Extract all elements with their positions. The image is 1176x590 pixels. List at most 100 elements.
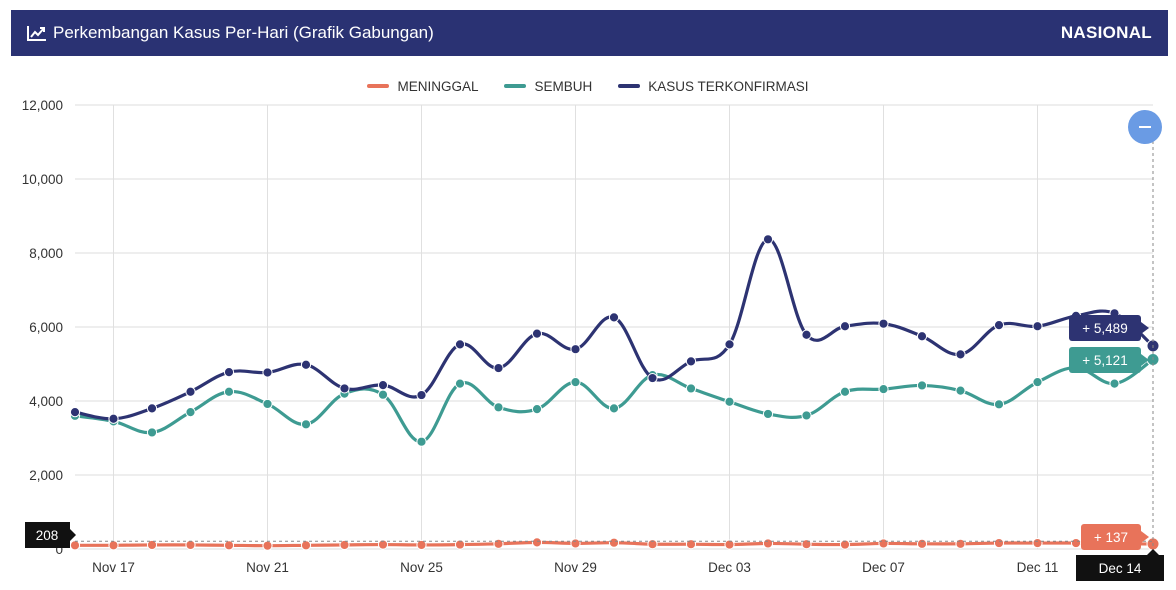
data-point[interactable] bbox=[377, 539, 389, 550]
data-point[interactable] bbox=[531, 328, 543, 339]
x-tick-label: Dec 07 bbox=[862, 560, 905, 575]
data-point[interactable] bbox=[801, 410, 812, 421]
data-point[interactable] bbox=[878, 538, 889, 549]
data-point[interactable] bbox=[185, 407, 196, 418]
data-point[interactable] bbox=[108, 413, 119, 424]
data-point[interactable] bbox=[300, 419, 312, 430]
data-point[interactable] bbox=[69, 540, 81, 551]
data-point[interactable] bbox=[993, 320, 1005, 331]
data-point[interactable] bbox=[647, 372, 658, 384]
data-point[interactable] bbox=[955, 349, 966, 360]
data-point[interactable] bbox=[839, 321, 851, 332]
data-point[interactable] bbox=[762, 538, 774, 549]
tooltip-deaths-arrow bbox=[1141, 531, 1149, 543]
y-tick-label: 4,000 bbox=[29, 394, 63, 409]
data-point[interactable] bbox=[570, 538, 581, 549]
y-tick-label: 6,000 bbox=[29, 320, 63, 335]
data-point[interactable] bbox=[1032, 377, 1043, 388]
data-point[interactable] bbox=[878, 318, 889, 329]
data-point[interactable] bbox=[339, 539, 350, 551]
data-point[interactable] bbox=[839, 386, 851, 397]
data-point[interactable] bbox=[878, 384, 889, 395]
data-point[interactable] bbox=[262, 367, 273, 378]
data-point[interactable] bbox=[570, 344, 581, 355]
data-point[interactable] bbox=[493, 538, 504, 549]
data-point[interactable] bbox=[647, 539, 658, 550]
data-point[interactable] bbox=[416, 389, 427, 401]
data-point[interactable] bbox=[916, 331, 928, 342]
data-point[interactable] bbox=[454, 339, 466, 350]
data-point[interactable] bbox=[762, 234, 774, 245]
data-point[interactable] bbox=[531, 537, 543, 548]
y-tick-label: 8,000 bbox=[29, 246, 63, 261]
data-point[interactable] bbox=[223, 367, 235, 378]
data-point[interactable] bbox=[762, 408, 774, 420]
data-point[interactable] bbox=[724, 539, 735, 550]
data-point[interactable] bbox=[955, 385, 966, 396]
data-point[interactable] bbox=[1070, 537, 1082, 549]
tooltip-confirmed-arrow bbox=[1141, 322, 1149, 334]
data-point[interactable] bbox=[993, 537, 1005, 549]
y-tick-label: 0 bbox=[55, 542, 63, 557]
x-tick-label: Nov 21 bbox=[246, 560, 289, 575]
data-point[interactable] bbox=[1032, 321, 1043, 332]
data-point[interactable] bbox=[608, 537, 620, 548]
data-point[interactable] bbox=[69, 407, 81, 418]
trend-line-icon bbox=[27, 25, 47, 41]
data-point[interactable] bbox=[223, 386, 235, 397]
data-point[interactable] bbox=[146, 427, 158, 438]
legend-label: KASUS TERKONFIRMASI bbox=[648, 78, 809, 94]
data-point[interactable] bbox=[377, 379, 389, 391]
legend-label: SEMBUH bbox=[534, 78, 593, 94]
crosshair-y-label: 208 bbox=[36, 528, 59, 543]
data-point[interactable] bbox=[916, 380, 928, 391]
x-tick-label: Nov 25 bbox=[400, 560, 443, 575]
legend-item[interactable]: KASUS TERKONFIRMASI bbox=[618, 78, 809, 94]
data-point[interactable] bbox=[724, 396, 735, 407]
data-point[interactable] bbox=[454, 378, 466, 389]
data-point[interactable] bbox=[608, 312, 620, 323]
data-point[interactable] bbox=[801, 539, 812, 550]
data-point[interactable] bbox=[300, 359, 312, 370]
legend-item[interactable]: SEMBUH bbox=[504, 79, 592, 94]
data-point[interactable] bbox=[685, 383, 697, 394]
legend-item[interactable]: MENINGGAL bbox=[367, 79, 478, 94]
chart-legend: MENINGGAL SEMBUH KASUS TERKONFIRMASI bbox=[0, 76, 1176, 96]
data-point[interactable] bbox=[262, 398, 273, 410]
data-point[interactable] bbox=[300, 540, 312, 551]
data-point[interactable] bbox=[146, 403, 158, 414]
data-point[interactable] bbox=[608, 403, 620, 414]
data-point[interactable] bbox=[416, 436, 427, 447]
data-point[interactable] bbox=[724, 339, 735, 350]
tooltip-confirmed-box bbox=[1069, 315, 1141, 341]
data-point[interactable] bbox=[1109, 378, 1120, 389]
data-point[interactable] bbox=[377, 389, 389, 400]
data-point[interactable] bbox=[262, 540, 273, 551]
tooltip-confirmed-text: + 5,489 bbox=[1082, 321, 1127, 336]
data-point[interactable] bbox=[1032, 537, 1043, 549]
data-point[interactable] bbox=[955, 538, 966, 549]
data-point[interactable] bbox=[416, 539, 427, 551]
data-point[interactable] bbox=[339, 383, 350, 394]
data-point[interactable] bbox=[185, 386, 196, 397]
data-point[interactable] bbox=[493, 362, 504, 374]
chart-header: Perkembangan Kasus Per-Hari (Grafik Gabu… bbox=[11, 10, 1168, 56]
x-tick-label: Dec 11 bbox=[1017, 560, 1059, 575]
data-point[interactable] bbox=[454, 539, 466, 550]
data-point[interactable] bbox=[570, 377, 581, 388]
data-point[interactable] bbox=[146, 539, 158, 551]
data-point[interactable] bbox=[916, 538, 928, 549]
data-point[interactable] bbox=[685, 356, 697, 367]
data-point[interactable] bbox=[108, 540, 119, 551]
data-point[interactable] bbox=[839, 539, 851, 550]
data-point[interactable] bbox=[531, 404, 543, 415]
crosshair-x-label-arrow bbox=[1147, 549, 1159, 555]
data-point[interactable] bbox=[993, 399, 1005, 410]
tooltip-deaths-box bbox=[1081, 524, 1141, 550]
data-point[interactable] bbox=[223, 540, 235, 551]
data-point[interactable] bbox=[493, 402, 504, 413]
data-point[interactable] bbox=[185, 539, 196, 551]
data-point[interactable] bbox=[801, 329, 812, 340]
data-point[interactable] bbox=[685, 539, 697, 550]
